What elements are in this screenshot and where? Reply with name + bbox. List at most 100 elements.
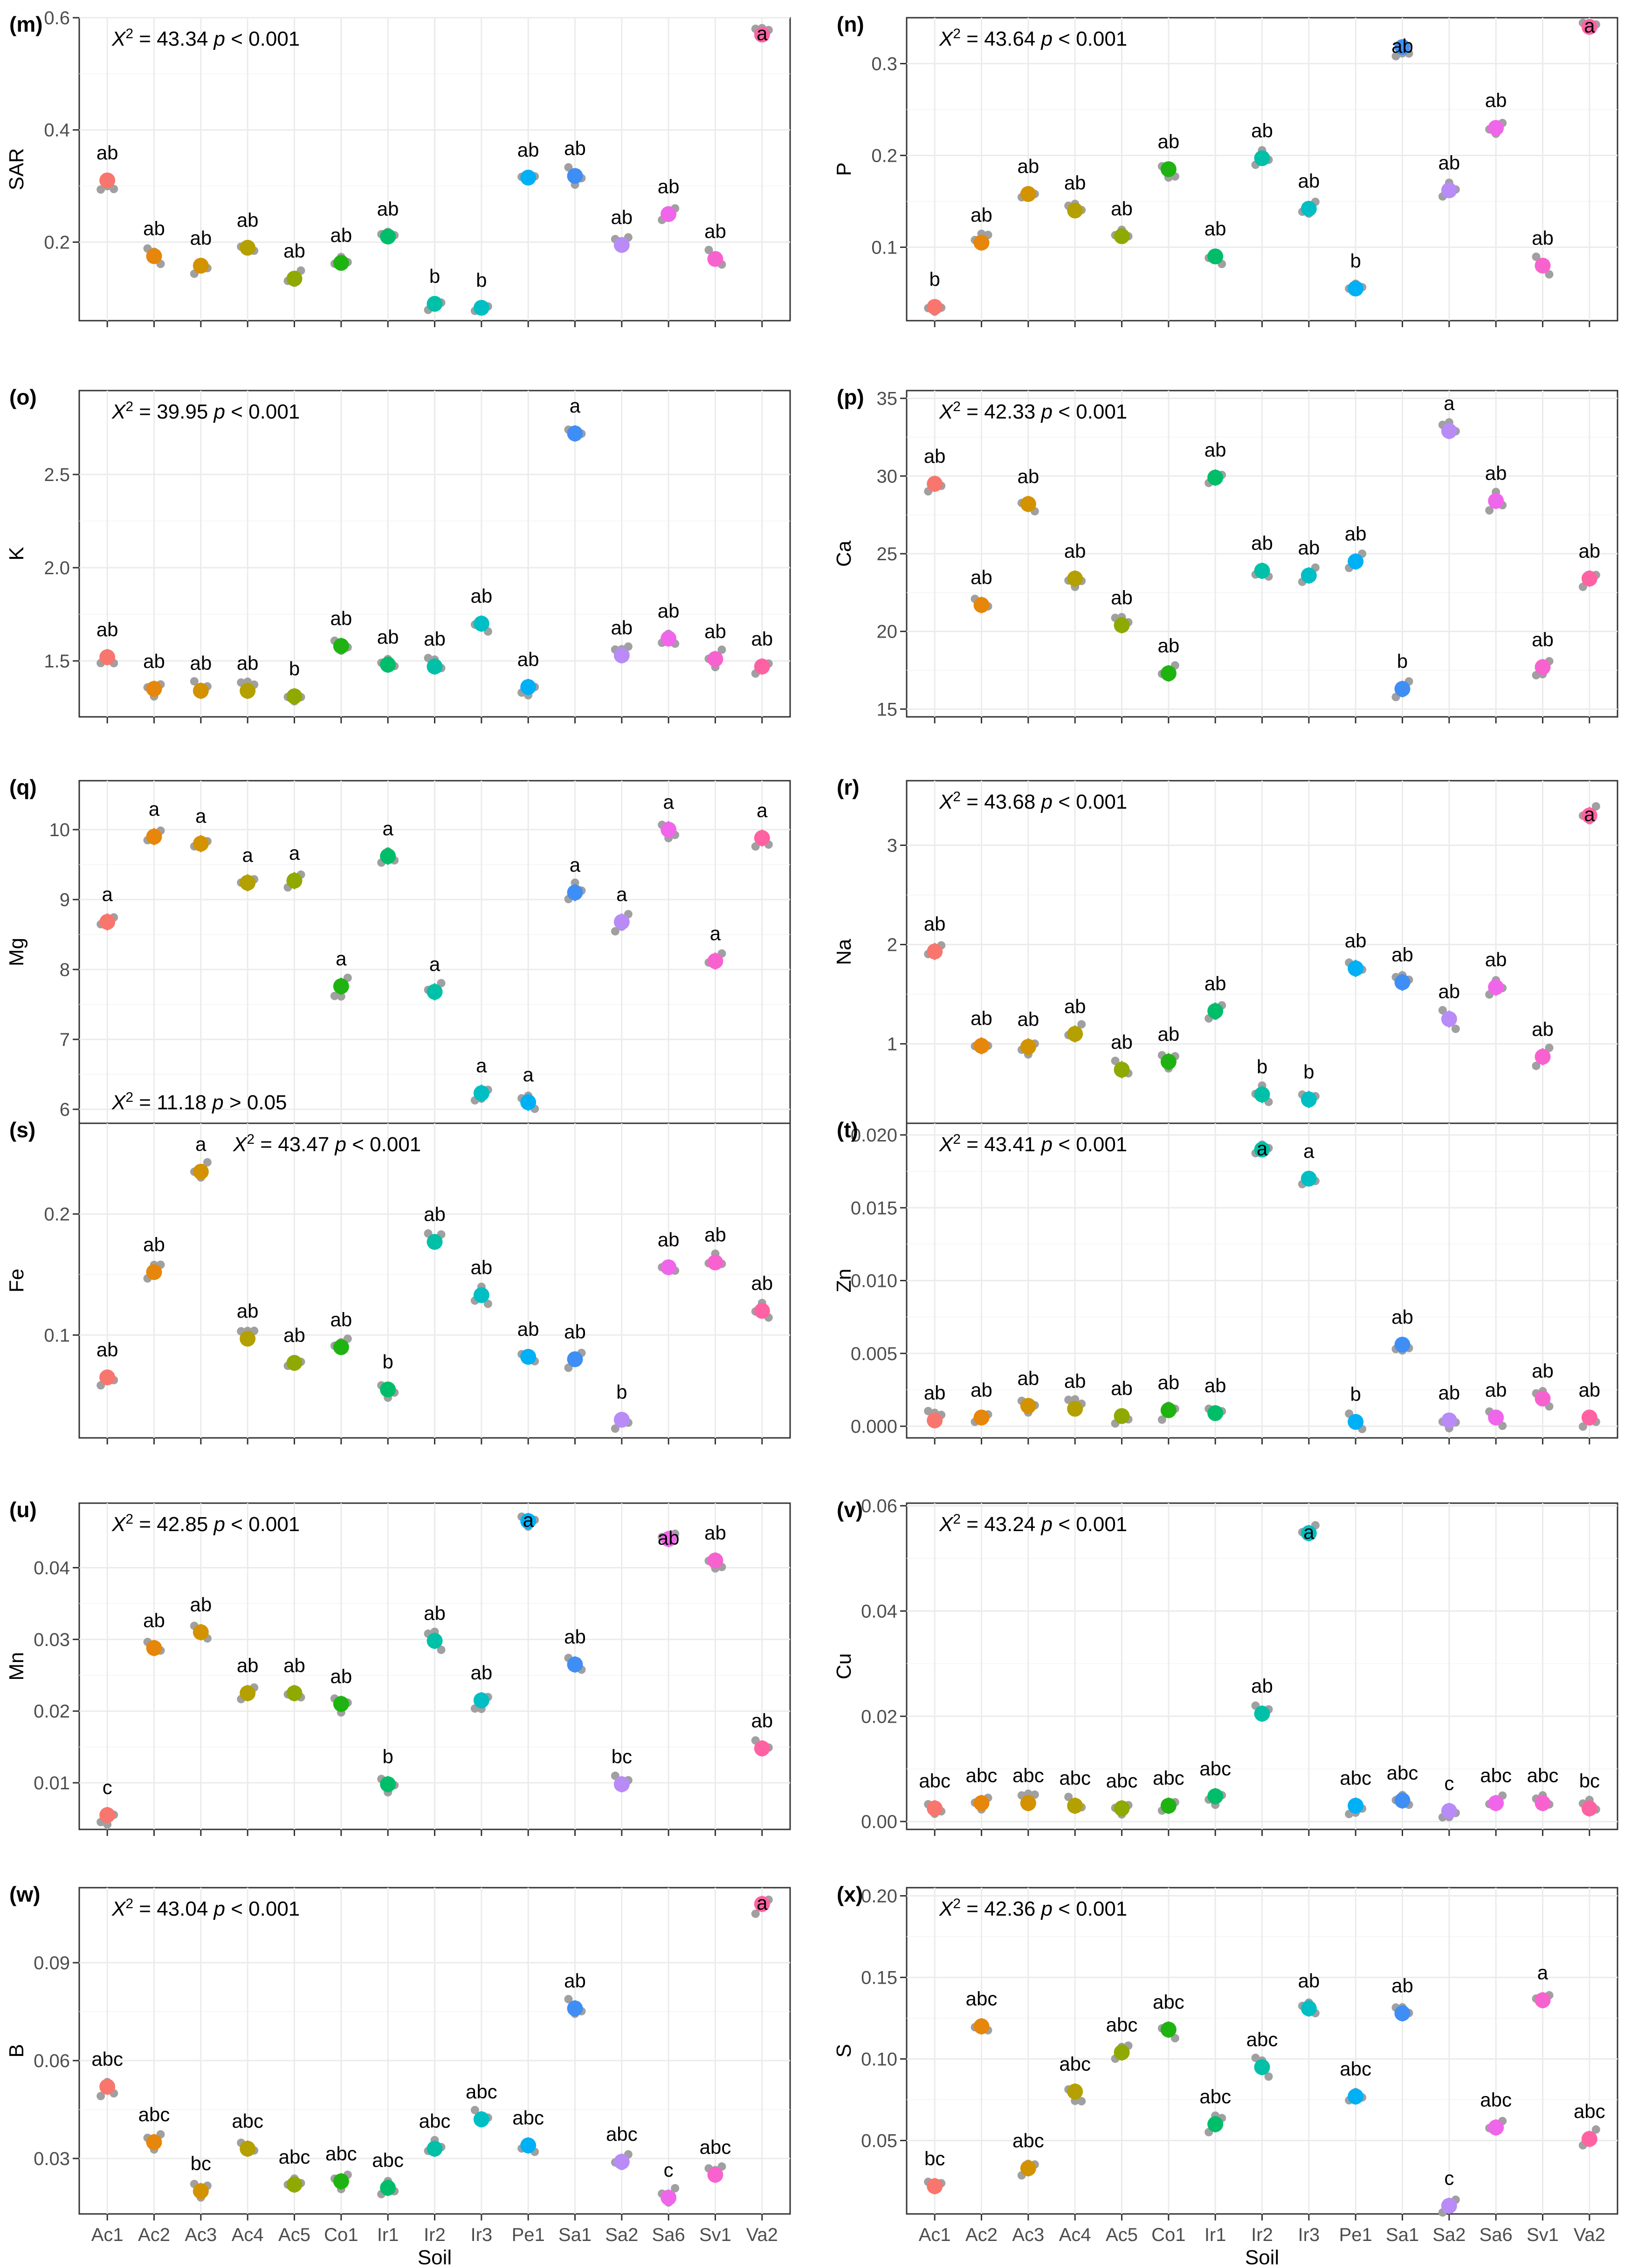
mean-point-ir3 [1301, 2000, 1317, 2016]
mean-point-ac3 [193, 2183, 209, 2199]
significance-letter: ab [611, 206, 633, 228]
mean-point-ac4 [1067, 570, 1083, 587]
significance-letter: ab [237, 209, 259, 231]
significance-letter: ab [658, 600, 680, 622]
replicate-point [483, 1299, 492, 1308]
significance-letter: ab [1298, 537, 1320, 559]
significance-letter: ab [1391, 1306, 1413, 1328]
mean-point-pe1 [520, 1094, 537, 1110]
x-tick-label: Ir2 [1251, 2225, 1273, 2245]
significance-letter: ab [237, 652, 259, 674]
mean-point-sa1 [1394, 681, 1411, 697]
significance-letter: ab [96, 142, 118, 164]
stat-part: X [939, 790, 954, 813]
significance-letter: ab [517, 1318, 539, 1340]
stat-part: p [1040, 1513, 1059, 1536]
panel-tag: (v) [837, 1498, 863, 1522]
replicate-point [1545, 1044, 1554, 1052]
panel-zn: 0.000 0.005 0.010 0.015 0.020 Zn (t) X2 = 43.41… [833, 1118, 1618, 1444]
replicate-point [1532, 1061, 1541, 1070]
significance-letter: ab [1064, 540, 1086, 562]
significance-letter: ab [1111, 198, 1133, 220]
panel-tag: (n) [837, 12, 864, 36]
mean-point-ac1 [927, 2178, 943, 2194]
mean-point-ac2 [146, 1264, 162, 1280]
significance-letter: a [616, 883, 627, 905]
mean-point-sa2 [613, 647, 630, 663]
significance-letter: abc [1480, 1765, 1512, 1787]
significance-letter: ab [330, 1308, 352, 1330]
significance-letter: abc [1059, 1767, 1091, 1789]
stat-part: = 42.85 [133, 1513, 213, 1536]
stat-part: < 0.001 [1058, 1897, 1127, 1920]
mean-point-ir3 [473, 2111, 489, 2127]
x-tick-label: Sa2 [605, 2225, 638, 2245]
significance-letter: a [1303, 1140, 1315, 1162]
panel-tag: (s) [9, 1118, 35, 1142]
mean-point-ir3 [1301, 1091, 1317, 1107]
y-tick-label: 0.1 [871, 237, 897, 258]
mean-point-ir1 [380, 1776, 396, 1793]
mean-point-va2 [754, 1303, 770, 1319]
mean-point-sa2 [1441, 423, 1457, 439]
replicate-point [1077, 1020, 1086, 1029]
significance-letter: ab [1064, 1370, 1086, 1392]
stat-part: X [939, 1133, 954, 1156]
mean-point-ac4 [240, 683, 256, 699]
stat-part: X [233, 1133, 248, 1156]
x-tick-label: Ir1 [1205, 2225, 1226, 2245]
significance-letter: b [476, 269, 487, 291]
mean-point-va2 [1581, 19, 1597, 35]
replicate-point [1438, 1006, 1447, 1015]
mean-point-ac2 [146, 681, 162, 697]
y-tick-label: 0.02 [861, 1706, 897, 1727]
mean-point-va2 [754, 1896, 770, 1912]
y-tick-label: 0.04 [861, 1601, 897, 1622]
significance-letter: ab [1017, 155, 1039, 177]
significance-letter: ab [190, 652, 212, 674]
significance-letter: ab [470, 585, 492, 607]
stat-part: X [111, 400, 126, 423]
significance-letter: bc [1579, 1770, 1600, 1792]
significance-letter: ab [1532, 628, 1554, 650]
mean-point-sa6 [1488, 1409, 1504, 1426]
significance-letter: ab [1205, 439, 1226, 461]
significance-letter: ab [283, 1324, 305, 1346]
mean-point-va2 [754, 1740, 770, 1757]
mean-point-ac4 [240, 240, 256, 256]
significance-letter: a [757, 1892, 768, 1914]
significance-letter: ab [1017, 1367, 1039, 1389]
y-axis-title: K [5, 547, 28, 560]
panel-tag: (m) [9, 12, 43, 36]
significance-letter: abc [1527, 1765, 1559, 1787]
significance-letter: ab [1205, 218, 1226, 240]
significance-letter: c [1444, 2167, 1454, 2189]
x-tick-label: Ac3 [185, 2225, 217, 2245]
panel-tag: (o) [9, 385, 37, 409]
panel-fe: 0.1 0.2 Fe (s) X2 = 43.47 p < 0.001 ab ab a ab ab… [5, 1118, 791, 1444]
significance-letter: abc [512, 2107, 544, 2129]
significance-letter: abc [372, 2149, 404, 2171]
significance-letter: ab [1485, 948, 1507, 970]
replicate-point [717, 645, 726, 654]
y-tick-label: 0.000 [851, 1416, 897, 1437]
significance-letter: abc [1199, 2086, 1231, 2108]
significance-letter: ab [1391, 943, 1413, 965]
mean-point-co1 [333, 255, 349, 271]
significance-letter: ab [704, 620, 726, 642]
replicate-point [1591, 2125, 1600, 2134]
mean-point-ac2 [973, 234, 990, 251]
stat-part: p [211, 1091, 229, 1114]
significance-letter: ab [517, 139, 539, 161]
panel-cu: 0.00 0.02 0.04 0.06 Cu (v) X2 = 43.24 p < 0.00… [833, 1496, 1618, 1836]
mean-point-ir3 [473, 1085, 489, 1101]
significance-letter: ab [924, 445, 946, 467]
mean-point-ac4 [1067, 202, 1083, 219]
y-tick-label: 6 [60, 1100, 70, 1120]
y-tick-label: 9 [60, 890, 70, 910]
mean-point-sa6 [661, 631, 677, 646]
mean-point-sa1 [1394, 2005, 1411, 2021]
replicate-point [624, 642, 633, 651]
